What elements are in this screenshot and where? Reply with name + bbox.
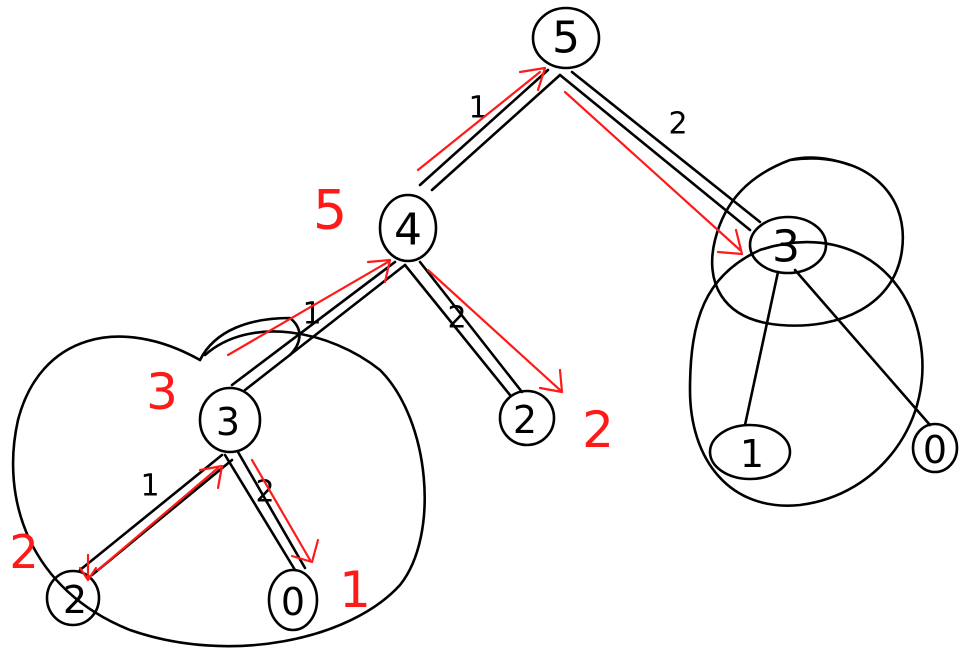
red-arrow-into-leftchild xyxy=(78,553,98,582)
red-arrow-left-to-mid xyxy=(226,258,392,357)
red-arrow-mid-to-midchild xyxy=(426,268,564,394)
annotation-mid-child: 2 xyxy=(582,401,614,459)
node-mid-child: 2 xyxy=(498,389,556,447)
edge-mid-midchild-2 xyxy=(418,260,524,394)
edge-right-leftchild xyxy=(743,270,780,427)
edge-root-mid-2 xyxy=(430,73,562,192)
node-mid-label: 4 xyxy=(394,205,422,256)
right-subtree-enclosure-inner xyxy=(710,156,905,327)
node-right-left-child: 1 xyxy=(708,423,792,481)
node-left-right-child-label: 0 xyxy=(281,580,305,624)
node-left: 3 xyxy=(198,386,262,454)
edge-root-mid xyxy=(418,68,550,187)
edge-left-leftchild xyxy=(78,453,224,572)
edge-weight-mid-midchild: 2 xyxy=(447,301,466,336)
node-left-label: 3 xyxy=(216,400,240,444)
node-right-right-child-label: 0 xyxy=(923,428,947,472)
annotation-mid: 5 xyxy=(313,179,347,242)
node-left-right-child: 0 xyxy=(267,568,319,632)
edge-mid-midchild xyxy=(403,263,512,397)
edge-weight-root-mid: 1 xyxy=(468,91,487,126)
node-root-label: 5 xyxy=(552,13,580,64)
edge-weight-root-right: 2 xyxy=(668,107,687,142)
red-arrow-mid-to-root xyxy=(416,66,547,172)
edge-weight-left-rightchild: 2 xyxy=(255,475,274,510)
scribble-left xyxy=(198,316,301,362)
red-arrow-root-to-right xyxy=(563,90,744,256)
node-left-left-child: 2 xyxy=(45,569,101,627)
left-subtree-enclosure xyxy=(11,330,426,648)
edge-root-right-2 xyxy=(570,70,762,224)
annotation-left: 3 xyxy=(146,363,178,421)
red-arrow-leftchild-to-left xyxy=(96,464,224,572)
red-arrow-left-to-rightchild xyxy=(250,458,320,564)
edge-weight-mid-left: 1 xyxy=(302,297,321,332)
annotation-left-left-child: 2 xyxy=(9,525,38,579)
node-right-right-child: 0 xyxy=(911,422,959,474)
edge-left-rightchild xyxy=(223,453,297,572)
edge-right-rightchild xyxy=(793,268,932,427)
node-mid-child-label: 2 xyxy=(513,398,537,442)
node-root: 5 xyxy=(531,6,601,70)
annotation-left-right-child: 1 xyxy=(339,561,371,619)
node-mid: 4 xyxy=(378,193,438,263)
right-subtree-enclosure-outer xyxy=(688,240,924,507)
edge-left-rightchild-2 xyxy=(236,450,307,570)
edge-root-right xyxy=(558,73,752,232)
node-right-label: 3 xyxy=(772,222,800,273)
node-left-left-child-label: 2 xyxy=(63,578,87,622)
node-right: 3 xyxy=(748,215,828,275)
node-right-left-child-label: 1 xyxy=(740,432,764,476)
edge-mid-left xyxy=(230,260,397,387)
edge-weight-left-leftchild: 1 xyxy=(140,469,159,504)
edge-mid-left-2 xyxy=(243,263,407,392)
